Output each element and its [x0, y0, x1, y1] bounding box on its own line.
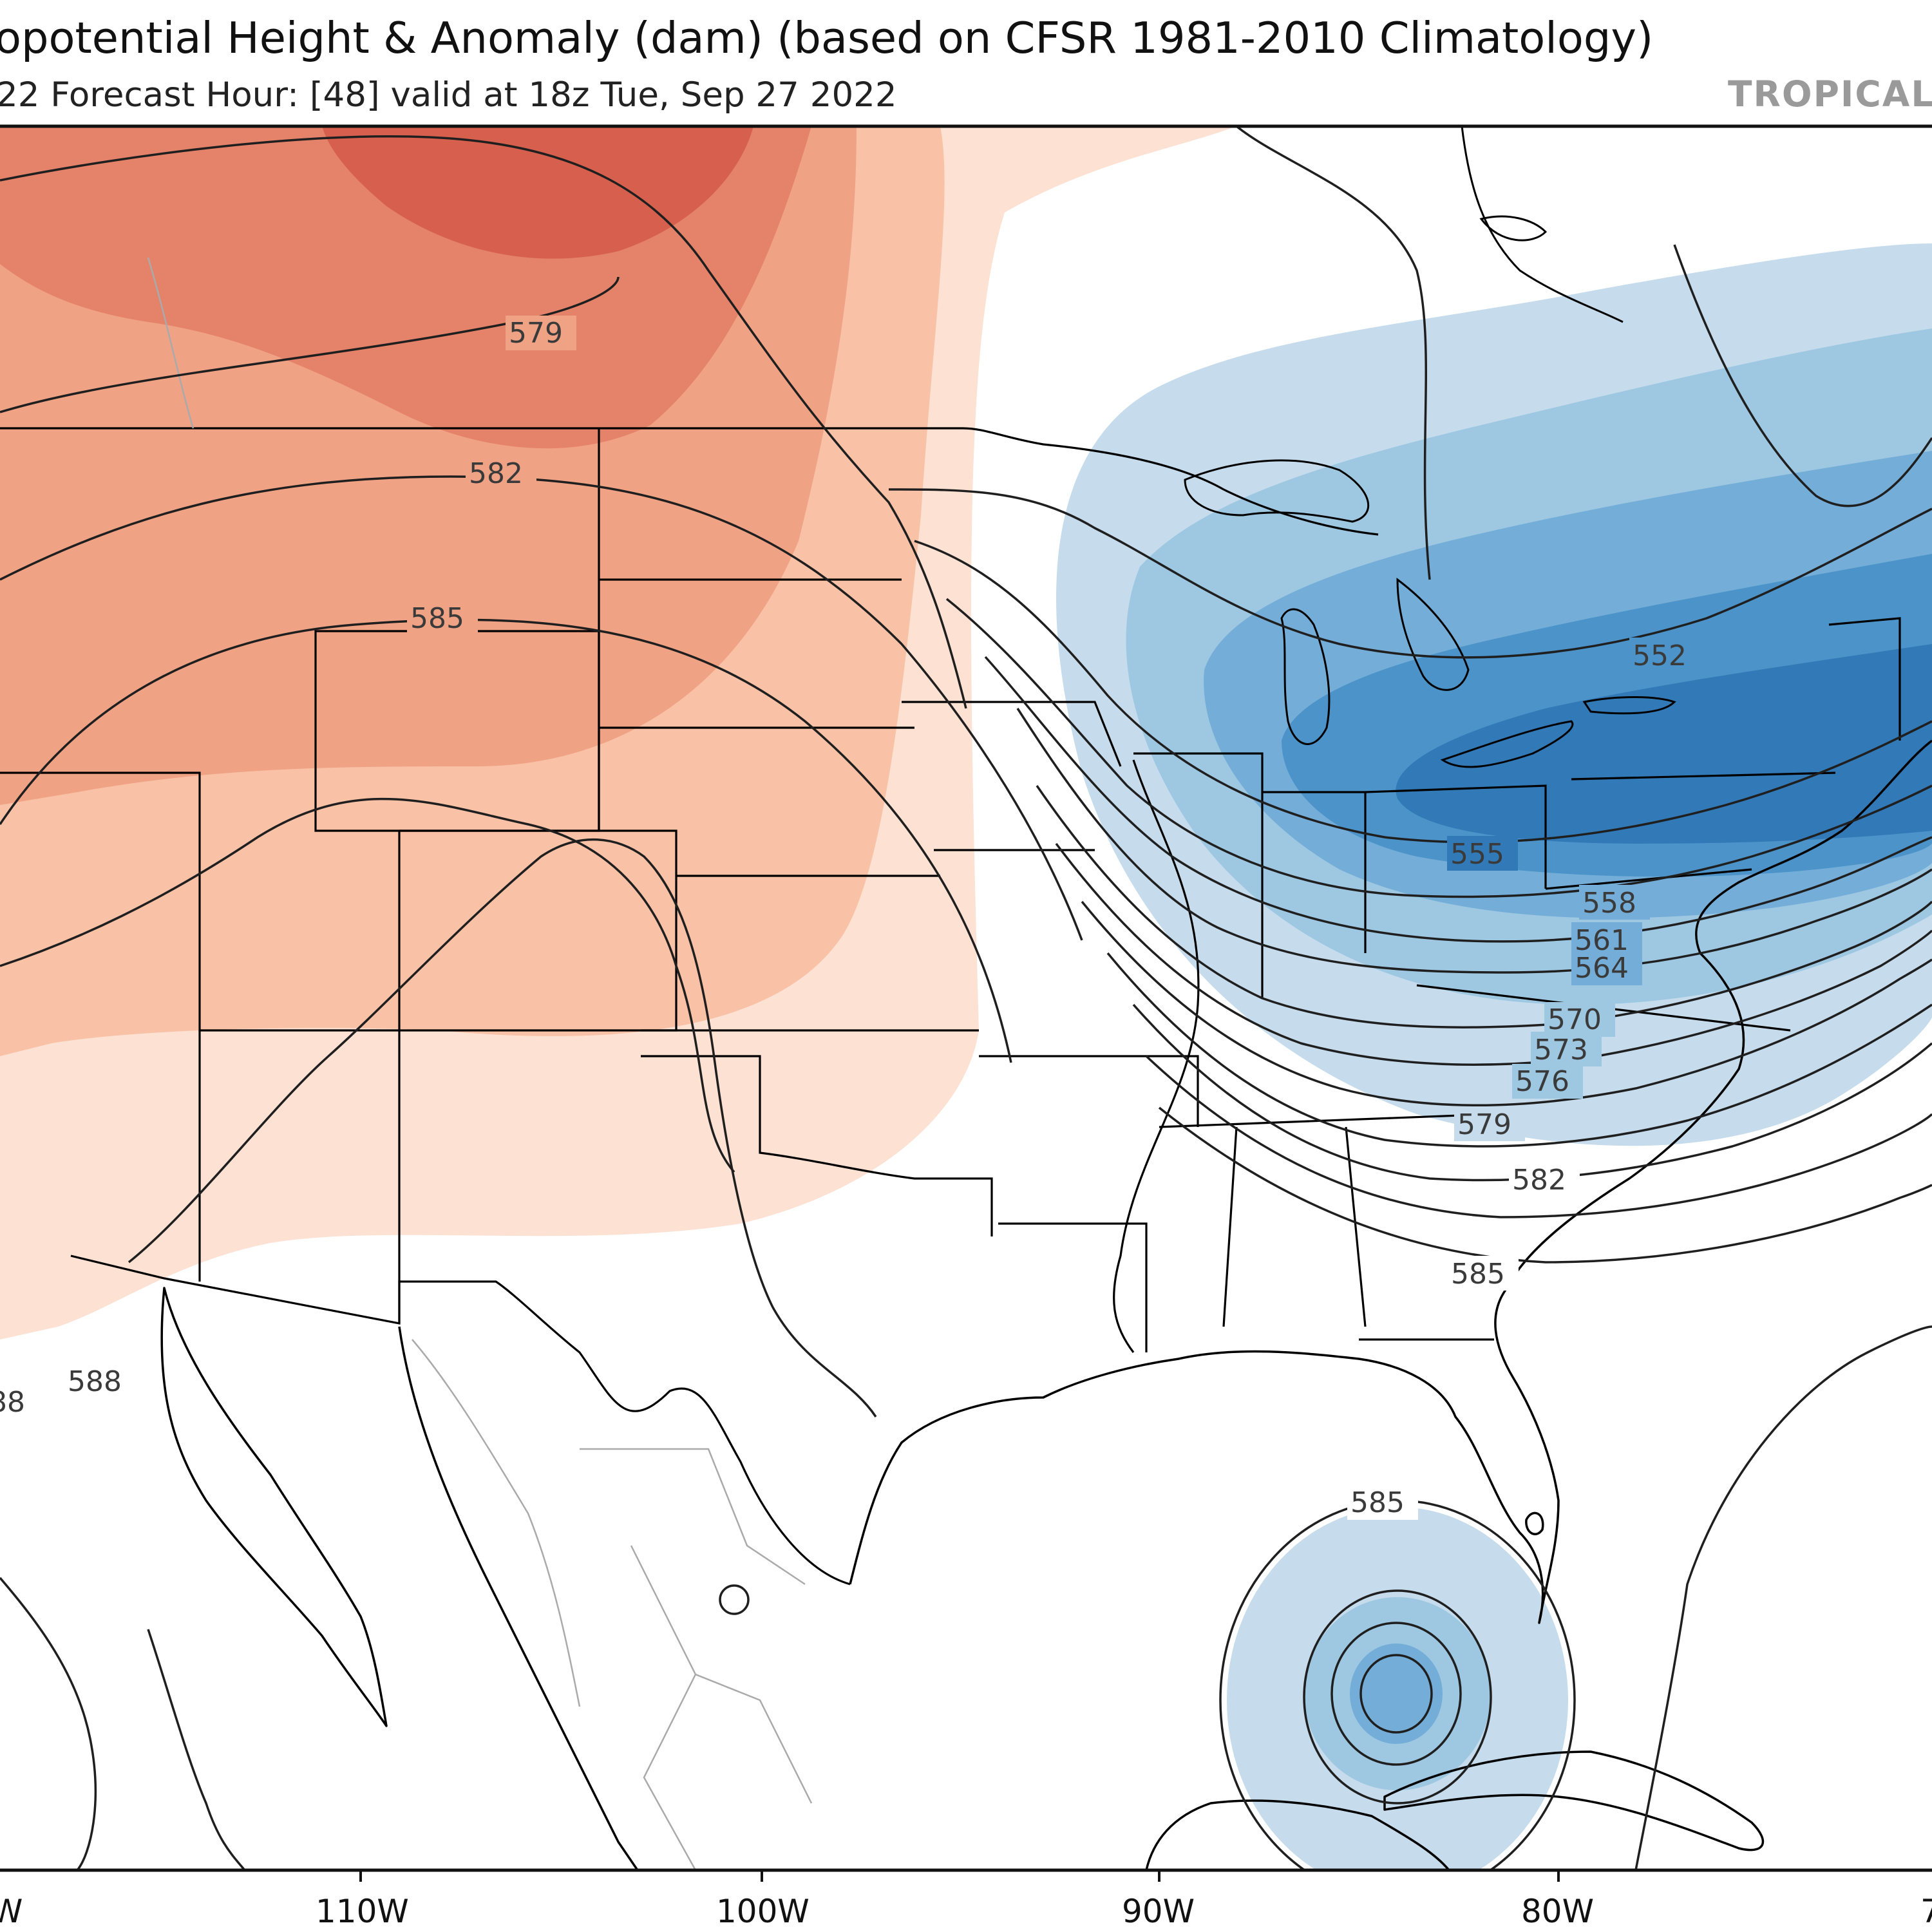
forecast-subtitle: 22 Forecast Hour: [48] valid at 18z Tue,… [0, 75, 897, 115]
contour-label-573: 573 [1534, 1034, 1588, 1066]
us-mexico-border [70, 1255, 851, 1586]
state-line-1 [0, 772, 676, 1032]
gulf-ring-3 [1331, 1622, 1462, 1766]
longitude-axis: W 110W 100W 90W 80W 7 [0, 1870, 1932, 1930]
contour-579-north [0, 276, 620, 413]
contour-label-579-east: 579 [1457, 1108, 1511, 1141]
mexico-state-line-2 [580, 1448, 806, 1586]
lake-superior [1184, 459, 1370, 523]
negative-anomaly-shading-gulf [1227, 1507, 1568, 1870]
contour-high-arc [0, 135, 967, 709]
contour-atlantic-arc [1634, 1325, 1932, 1870]
contour-label-585-north: 585 [410, 602, 464, 635]
florida-lake [1525, 1511, 1544, 1535]
contour-585-north [0, 618, 1012, 1063]
axis-label-100w: 100W [716, 1893, 810, 1930]
lake-huron [1396, 577, 1470, 691]
state-line-5 [399, 829, 677, 1032]
contour-573 [1081, 900, 1932, 1107]
brand-label: TROPICAL [1728, 73, 1932, 115]
contour-quebec-arc [1235, 126, 1431, 580]
positive-anomaly-shading [0, 126, 1236, 1340]
contour-label-585-gulf: 585 [1350, 1486, 1405, 1519]
mexico-state-line-4 [643, 1674, 697, 1870]
axis-label-110w: 110W [316, 1893, 409, 1930]
contour-564 [1016, 708, 1932, 974]
geography-lines [0, 126, 1932, 1870]
contour-588-north [0, 797, 735, 1173]
contour-label-group: 579 582 585 552 555 558 561 564 570 573 … [0, 316, 1700, 1520]
contour-570 [1055, 842, 1932, 1066]
state-line-18 [1365, 784, 1547, 889]
contour-label-564: 564 [1575, 952, 1629, 985]
map-area: 579 582 585 552 555 558 561 564 570 573 … [0, 126, 1932, 1870]
state-line-26 [1828, 617, 1901, 741]
gulf-ring-2 [1303, 1589, 1492, 1804]
state-line-12 [902, 701, 1122, 767]
contour-label-582-north: 582 [469, 457, 523, 490]
negative-anomaly-max [1396, 644, 1932, 844]
state-line-6 [641, 1055, 993, 1236]
contour-585-east [1158, 1106, 1932, 1264]
contour-mexico-loop [147, 1629, 246, 1870]
contour-567 [1036, 785, 1932, 1028]
us-canada-border [0, 427, 1379, 536]
james-bay [1479, 215, 1548, 242]
mississippi-line [1113, 759, 1200, 1353]
contour-label-588-west: 588 [68, 1365, 122, 1398]
contour-label-552: 552 [1633, 639, 1687, 672]
lake-michigan [1280, 608, 1331, 745]
mexico-west-coast [398, 1326, 639, 1870]
hudson-bay-shore [1461, 126, 1624, 323]
contour-label-558: 558 [1582, 887, 1636, 920]
contour-label-576: 576 [1515, 1065, 1569, 1098]
lake-ontario [1582, 696, 1676, 715]
yucatan-coast [1145, 1799, 1450, 1870]
state-line-15 [998, 1222, 1148, 1352]
gulf-ring-4 [1359, 1654, 1433, 1734]
baja-peninsula [160, 1287, 388, 1727]
lake-erie [1440, 720, 1574, 768]
contour-label-585-east: 585 [1451, 1258, 1505, 1291]
contour-label-588-edge: 588 [0, 1386, 25, 1419]
mexico-state-line-1 [412, 1339, 581, 1707]
contour-label-555: 555 [1450, 838, 1504, 871]
negative-anomaly-shading-east [1056, 243, 1932, 1146]
contour-label-570: 570 [1548, 1003, 1602, 1036]
contour-label-579-north: 579 [509, 317, 563, 350]
contour-552 [888, 488, 1932, 659]
axis-label-left-partial: W [0, 1893, 23, 1930]
contour-555 [914, 540, 1932, 844]
contour-561 [984, 656, 1932, 943]
state-line-20 [1159, 1113, 1495, 1128]
canada-province-line [147, 257, 194, 429]
axis-label-80w: 80W [1521, 1893, 1594, 1930]
positive-anomaly-max [322, 126, 753, 259]
contour-558 [945, 598, 1932, 898]
gulf-coast [849, 1287, 1560, 1624]
atlantic-coast [1506, 739, 1932, 1289]
contour-label-582-east: 582 [1512, 1164, 1566, 1197]
contour-576 [1106, 952, 1932, 1148]
axis-label-90w: 90W [1122, 1893, 1195, 1930]
state-line-14 [979, 1055, 1199, 1127]
state-line-25 [1571, 772, 1836, 781]
map-title: opotential Height & Anomaly (dam) (based… [0, 13, 1653, 63]
mexico-state-line-3 [630, 1545, 813, 1804]
contour-582-east [1145, 1055, 1932, 1218]
contour-southwest-loop [0, 1577, 97, 1870]
gulf-anomaly-strong [1350, 1643, 1443, 1744]
state-line-16 [1133, 752, 1264, 998]
contour-588-west [128, 838, 877, 1417]
mexico-small-loop [719, 1584, 750, 1615]
contour-northeast-loop [1673, 244, 1932, 507]
cuba [1383, 1750, 1765, 1852]
contour-582-north [0, 475, 1083, 941]
axis-label-right-partial: 7 [1920, 1893, 1932, 1930]
